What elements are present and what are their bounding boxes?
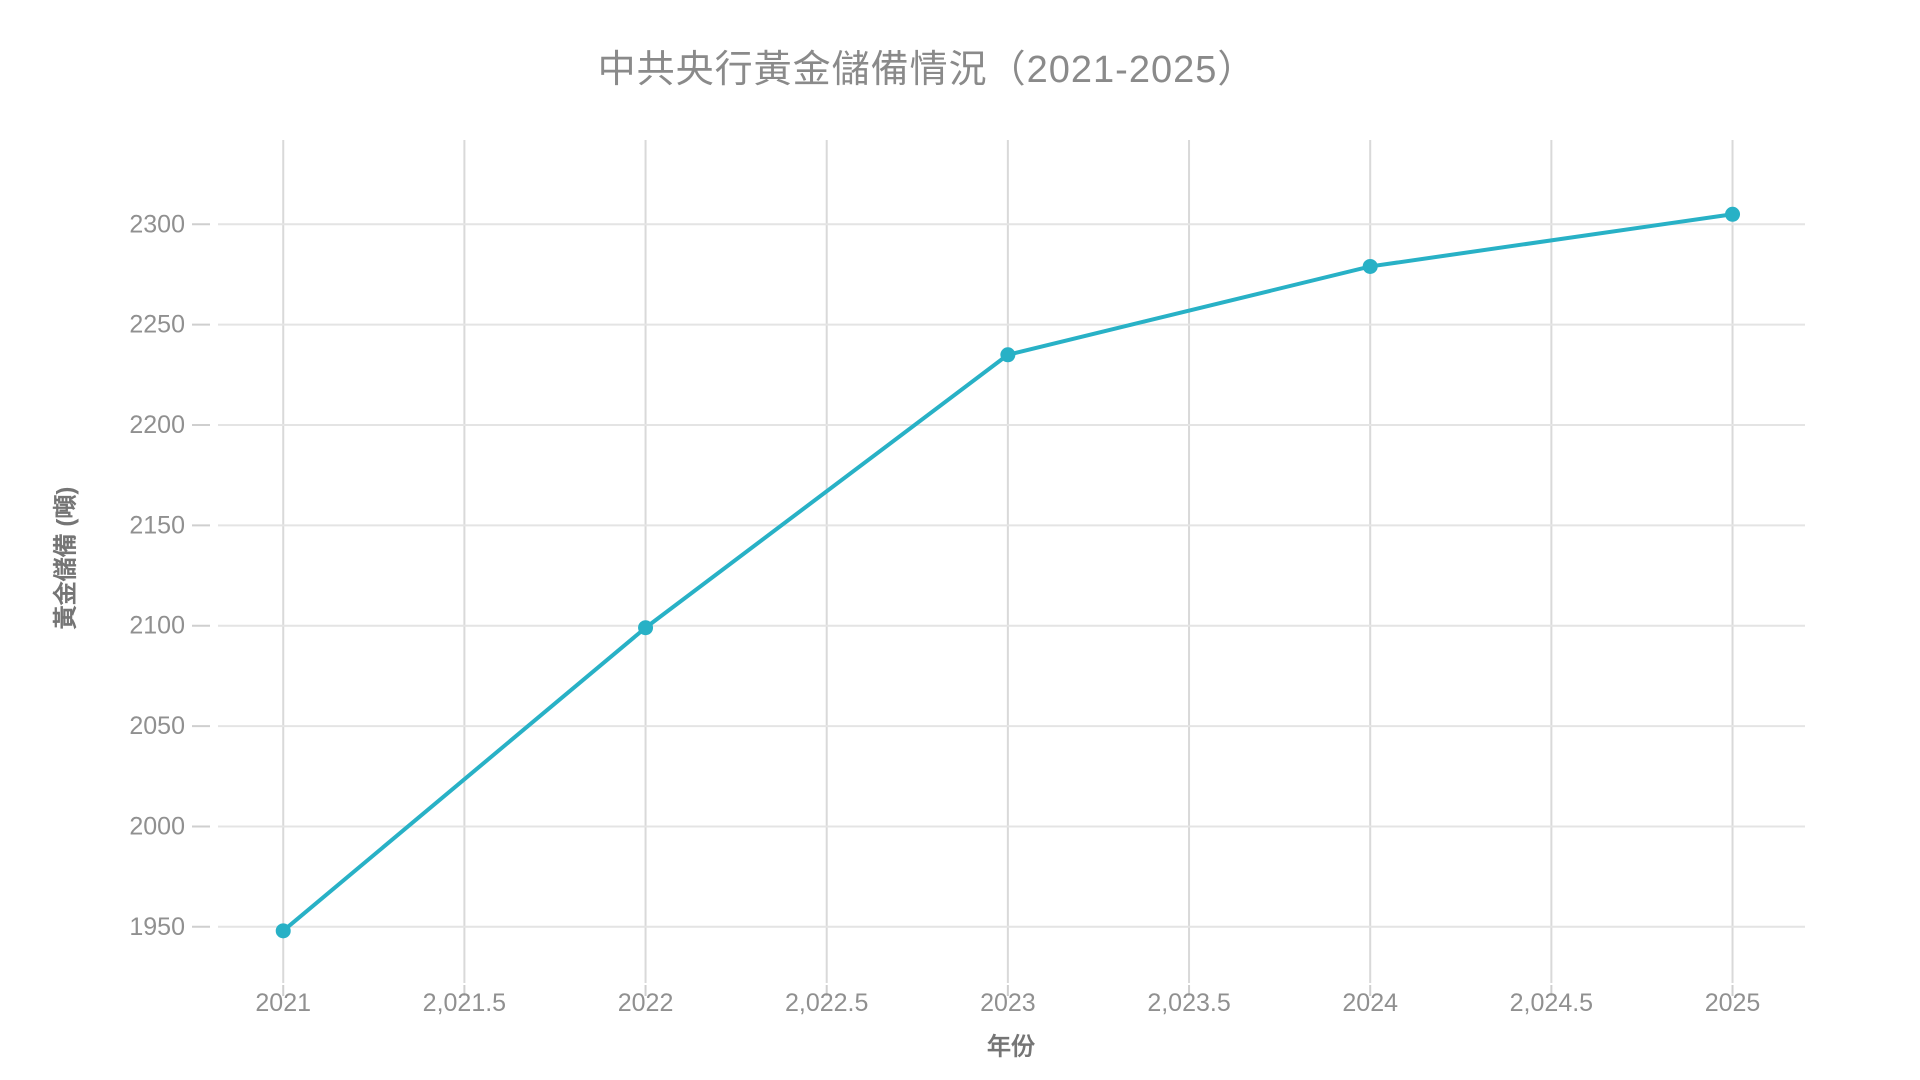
data-point-2023[interactable] [1000,347,1016,363]
x-tick-label: 2,023.5 [1147,989,1230,1017]
data-point-2021[interactable] [275,923,291,939]
y-tick-label: 2200 [129,411,185,439]
x-axis-title: 年份 [987,1033,1036,1061]
grid-layer [192,140,1805,996]
x-tick-label: 2,022.5 [785,989,868,1017]
y-tick-label: 2250 [129,311,185,339]
y-tick-label: 1950 [129,913,185,941]
x-tick-label: 2025 [1705,989,1761,1017]
y-tick-label: 2150 [129,511,185,539]
y-tick-label: 2300 [129,210,185,238]
x-tick-label: 2021 [255,989,311,1017]
data-point-2022[interactable] [638,620,654,636]
y-tick-label: 2050 [129,712,185,740]
x-tick-label: 2024 [1342,989,1398,1017]
x-tick-label: 2022 [618,989,674,1017]
chart-title: 中共央行黃金儲備情況（2021-2025） [598,49,1257,91]
data-point-2025[interactable] [1725,206,1741,222]
series-layer [275,206,1741,939]
x-tick-label: 2023 [980,989,1036,1017]
x-tick-label: 2,021.5 [423,989,506,1017]
data-point-2024[interactable] [1362,258,1378,274]
y-tick-label: 2000 [129,812,185,840]
tick-label-layer: 2021 2,021.5 2022 2,022.5 2023 2,023.5 2024 2,0… [129,210,1760,1017]
y-tick-label: 2100 [129,612,185,640]
x-tick-label: 2,024.5 [1510,989,1593,1017]
y-axis-title: 黃金儲備 (噸) [52,487,80,630]
